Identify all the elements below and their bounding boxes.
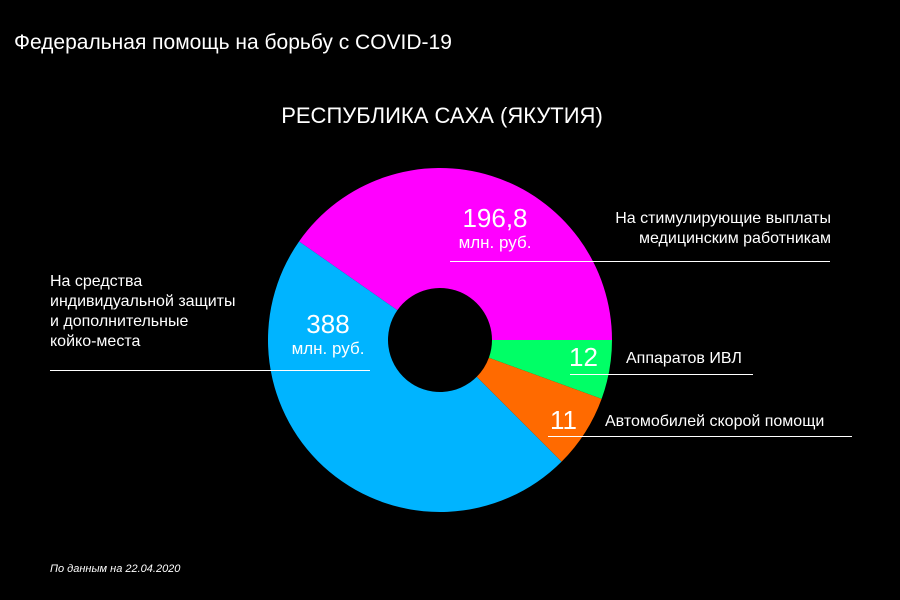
donut-slice-ppe	[267, 241, 562, 513]
leader-line-ppe	[50, 370, 370, 371]
donut-slice-ventilators	[488, 340, 612, 399]
footnote: По данным на 22.04.2020	[50, 563, 181, 575]
donut-slice-bonus	[299, 167, 612, 340]
slice-label-ventilators: Аппаратов ИВЛ	[626, 350, 742, 367]
donut-slice-ambulances	[476, 357, 602, 462]
slice-value-ventilators: 12	[569, 342, 598, 372]
slice-label-ambulances: Автомобилей скорой помощи	[605, 413, 825, 430]
slice-label-ppe: На средства индивидуальной защиты и допо…	[50, 273, 236, 350]
chart-title: Федеральная помощь на борьбу с COVID-19	[14, 31, 452, 54]
leader-line-ventilators	[570, 374, 753, 375]
slice-value-bonus: 196,8 млн. руб.	[458, 203, 532, 252]
slice-value-ppe: 388 млн. руб.	[291, 309, 365, 358]
leader-line-ambulances	[548, 436, 852, 437]
leader-line-bonus	[450, 261, 830, 262]
slice-value-ambulances: 11	[550, 405, 577, 435]
slice-label-bonus: На стимулирующие выплаты медицинским раб…	[615, 210, 831, 247]
region-title: РЕСПУБЛИКА САХА (ЯКУТИЯ)	[281, 103, 603, 128]
